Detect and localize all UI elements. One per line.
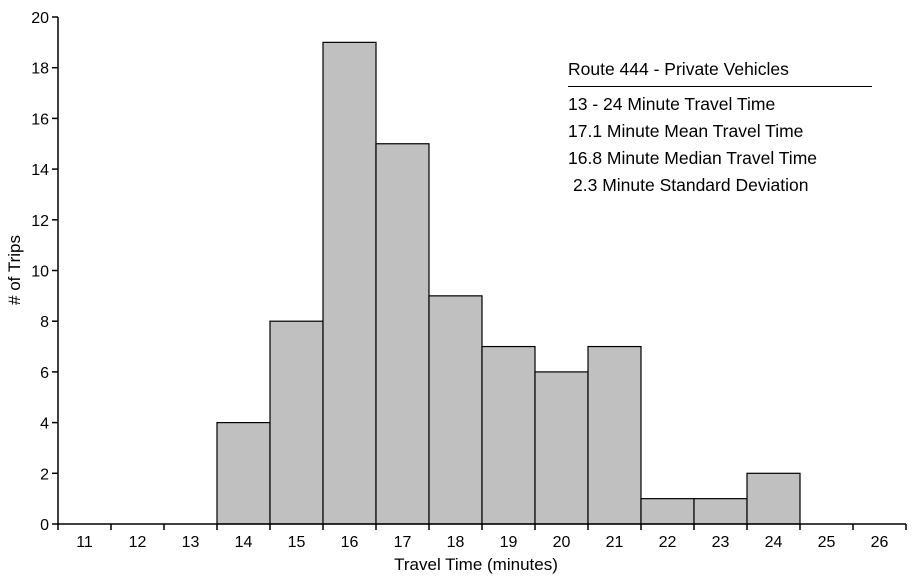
x-tick-label: 24 bbox=[765, 534, 783, 551]
y-tick-label: 20 bbox=[31, 10, 49, 27]
bar-24 bbox=[746, 472, 801, 525]
x-tick-label: 14 bbox=[235, 534, 253, 551]
x-tick-label: 20 bbox=[553, 534, 571, 551]
legend-range-line: 13 - 24 Minute Travel Time bbox=[568, 94, 776, 114]
y-tick-label: 4 bbox=[40, 416, 49, 433]
bar-21 bbox=[587, 345, 642, 525]
y-tick-label: 10 bbox=[31, 264, 49, 281]
x-tick-label: 17 bbox=[394, 534, 412, 551]
y-tick-label: 16 bbox=[31, 111, 49, 128]
x-tick-label: 15 bbox=[288, 534, 306, 551]
x-axis-title: Travel Time (minutes) bbox=[394, 555, 558, 574]
legend-stddev-line: 2.3 Minute Standard Deviation bbox=[573, 175, 809, 195]
x-tick-label: 26 bbox=[871, 534, 889, 551]
bar-17 bbox=[375, 143, 430, 525]
bar-14 bbox=[216, 422, 271, 525]
legend-median-line: 16.8 Minute Median Travel Time bbox=[568, 148, 818, 168]
bar-18 bbox=[428, 295, 483, 525]
y-tick-label: 18 bbox=[31, 61, 49, 78]
x-tick-label: 25 bbox=[818, 534, 836, 551]
y-tick-label: 2 bbox=[40, 466, 49, 483]
y-tick-label: 6 bbox=[40, 365, 49, 382]
bar-23 bbox=[693, 498, 748, 525]
x-tick-label: 16 bbox=[341, 534, 359, 551]
x-tick-label: 13 bbox=[182, 534, 200, 551]
x-tick-label: 18 bbox=[447, 534, 465, 551]
legend-title: Route 444 - Private Vehicles bbox=[568, 56, 872, 87]
y-tick-label: 14 bbox=[31, 162, 49, 179]
x-tick-label: 19 bbox=[500, 534, 518, 551]
bars-layer bbox=[216, 41, 801, 525]
x-tick-label: 21 bbox=[606, 534, 624, 551]
x-tick-label: 12 bbox=[129, 534, 147, 551]
legend-mean-line: 17.1 Minute Mean Travel Time bbox=[568, 121, 804, 141]
bar-19 bbox=[481, 345, 536, 525]
y-tick-label: 0 bbox=[40, 517, 49, 534]
bar-22 bbox=[640, 498, 695, 525]
bar-15 bbox=[269, 320, 324, 525]
y-tick-label: 12 bbox=[31, 213, 49, 230]
bar-16 bbox=[322, 41, 377, 525]
x-tick-label: 23 bbox=[712, 534, 730, 551]
y-tick-label: 8 bbox=[40, 314, 49, 331]
x-tick-label: 11 bbox=[76, 534, 93, 551]
y-axis-title: # of Trips bbox=[5, 235, 24, 305]
bar-20 bbox=[534, 371, 589, 525]
stats-legend: Route 444 - Private Vehicles 13 - 24 Min… bbox=[568, 56, 872, 199]
x-tick-label: 22 bbox=[659, 534, 677, 551]
